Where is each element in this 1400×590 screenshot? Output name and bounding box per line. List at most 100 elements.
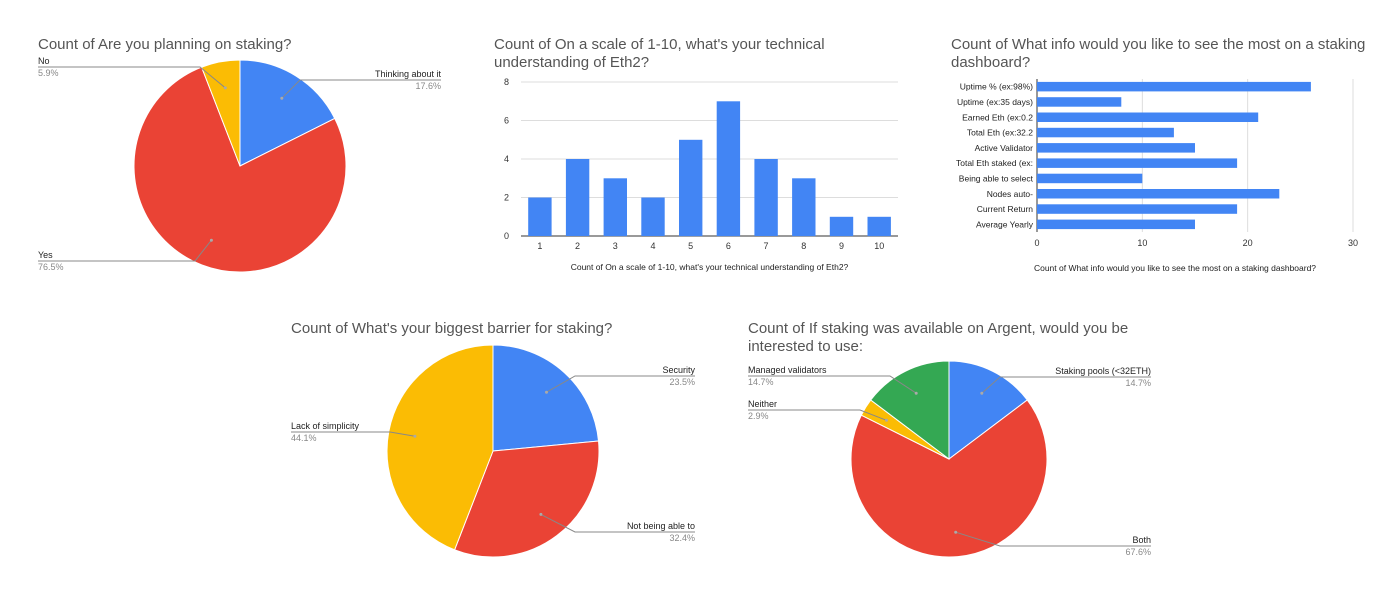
leader-dot-yes (209, 238, 213, 242)
y-tick-6: 6 (504, 116, 509, 126)
y-tick-2: 2 (504, 193, 509, 203)
x-tick-8: 8 (801, 241, 806, 251)
y-tick-average-yearly: Average Yearly (976, 219, 1034, 229)
slice-label-managed-validators: Managed validators (748, 365, 827, 375)
slice-label-neither: Neither (748, 399, 777, 409)
slice-pct-staking-pools-32eth: 14.7% (1125, 378, 1151, 388)
bar-earned-eth-ex-0-2 (1037, 112, 1259, 122)
slice-pct-yes: 76.5% (38, 262, 64, 272)
bar-total-eth-staked-ex (1037, 158, 1238, 168)
leader-dot-staking-pools-32eth (980, 391, 984, 395)
leader-line-neither (748, 409, 887, 421)
chart-title: Count of Are you planning on staking? (38, 36, 292, 53)
pie-slice-managed-validators (870, 360, 950, 461)
x-tick-9: 9 (839, 241, 844, 251)
x-tick-0: 0 (1034, 238, 1039, 248)
bar-uptime-ex-98 (1037, 81, 1311, 92)
x-tick-10: 10 (874, 241, 884, 251)
bar-uptime-ex-35-days (1037, 97, 1122, 107)
leader-dot-both (954, 530, 958, 534)
x-axis-label: Count of What info would you like to see… (1034, 263, 1316, 273)
leader-dot-security (545, 390, 548, 394)
y-tick-current-return: Current Return (977, 204, 1033, 214)
slice-label-lack-of-simplicity: Lack of simplicity (291, 421, 360, 431)
leader-dot-thinking-about-it (280, 96, 284, 100)
bar-5 (679, 139, 703, 237)
y-tick-nodes-auto: Nodes auto- (987, 189, 1033, 199)
bar-6 (716, 101, 741, 237)
pie-slice-staking-pools-32eth (948, 360, 1028, 461)
leader-line-thinking-about-it (281, 79, 441, 99)
bar-7 (754, 159, 778, 236)
leader-line-yes (38, 239, 212, 262)
x-tick-30: 30 (1348, 238, 1358, 248)
slice-pct-managed-validators: 14.7% (748, 377, 774, 387)
slice-pct-thinking-about-it: 17.6% (415, 81, 441, 91)
bar-8 (792, 178, 816, 237)
x-tick-7: 7 (763, 241, 768, 251)
bar-current-return (1037, 204, 1238, 214)
y-tick-being-able-to-select: Being able to select (959, 173, 1034, 183)
bar-total-eth-ex-32-2 (1037, 127, 1174, 138)
x-tick-1: 1 (537, 241, 542, 251)
leader-dot-managed-validators (914, 391, 918, 395)
bar-9 (829, 216, 854, 237)
y-tick-0: 0 (504, 231, 509, 241)
slice-label-not-being-able-to: Not being able to (627, 521, 695, 531)
slice-label-staking-pools-32eth: Staking pools (<32ETH) (1055, 366, 1151, 376)
chart-title: Count of What's your biggest barrier for… (291, 320, 613, 337)
x-tick-5: 5 (688, 241, 693, 251)
x-tick-4: 4 (650, 241, 655, 251)
bar-10 (867, 216, 891, 237)
slice-label-yes: Yes (38, 250, 53, 260)
pie-slice-lack-of-simplicity (386, 344, 494, 551)
pie-slice-not-being-able-to (453, 440, 600, 558)
pie-slice-security (492, 344, 600, 452)
slice-label-both: Both (1132, 535, 1151, 545)
x-tick-20: 20 (1243, 238, 1253, 248)
leader-line-managed-validators (748, 375, 917, 394)
y-tick-uptime-ex-98: Uptime % (ex:98%) (960, 82, 1033, 92)
y-tick-uptime-ex-35-days: Uptime (ex:35 days) (957, 97, 1033, 107)
leader-line-no (38, 66, 226, 89)
bar-1 (528, 197, 552, 236)
leader-dot-not-being-able-to (539, 512, 543, 516)
x-tick-2: 2 (575, 241, 580, 251)
slice-pct-not-being-able-to: 32.4% (669, 533, 695, 543)
slice-pct-security: 23.5% (669, 377, 695, 387)
leader-dot-lack-of-simplicity (413, 434, 417, 438)
bar-average-yearly (1037, 219, 1195, 230)
x-tick-6: 6 (726, 241, 731, 251)
pie-slice-no (200, 59, 241, 167)
slice-pct-no: 5.9% (38, 68, 59, 78)
pie-slice-both (850, 399, 1048, 558)
slice-label-thinking-about-it: Thinking about it (375, 69, 442, 79)
slice-pct-both: 67.6% (1125, 547, 1151, 557)
chart-title: Count of What info would you like to see… (951, 36, 1366, 71)
bar-3 (603, 178, 627, 237)
bar-active-validator (1037, 143, 1195, 153)
leader-dot-neither (885, 418, 888, 422)
x-axis-label: Count of On a scale of 1-10, what's your… (571, 262, 849, 272)
pie-slice-thinking-about-it (239, 59, 336, 167)
y-tick-8: 8 (504, 77, 509, 87)
slice-label-security: Security (662, 365, 695, 375)
leader-line-security (546, 375, 695, 393)
bar-2 (565, 159, 590, 236)
pie-slice-yes (133, 66, 347, 273)
slice-pct-lack-of-simplicity: 44.1% (291, 433, 317, 443)
y-tick-earned-eth-ex-0-2: Earned Eth (ex:0.2 (962, 112, 1033, 122)
slice-label-no: No (38, 56, 50, 66)
y-tick-total-eth-staked-ex: Total Eth staked (ex: (956, 158, 1033, 168)
leader-line-not-being-able-to (540, 513, 695, 533)
slice-pct-neither: 2.9% (748, 411, 769, 421)
chart-title: Count of If staking was available on Arg… (748, 320, 1129, 355)
y-tick-4: 4 (504, 154, 509, 164)
y-tick-active-validator: Active Validator (975, 143, 1034, 153)
y-tick-total-eth-ex-32-2: Total Eth (ex:32.2 (967, 128, 1033, 138)
